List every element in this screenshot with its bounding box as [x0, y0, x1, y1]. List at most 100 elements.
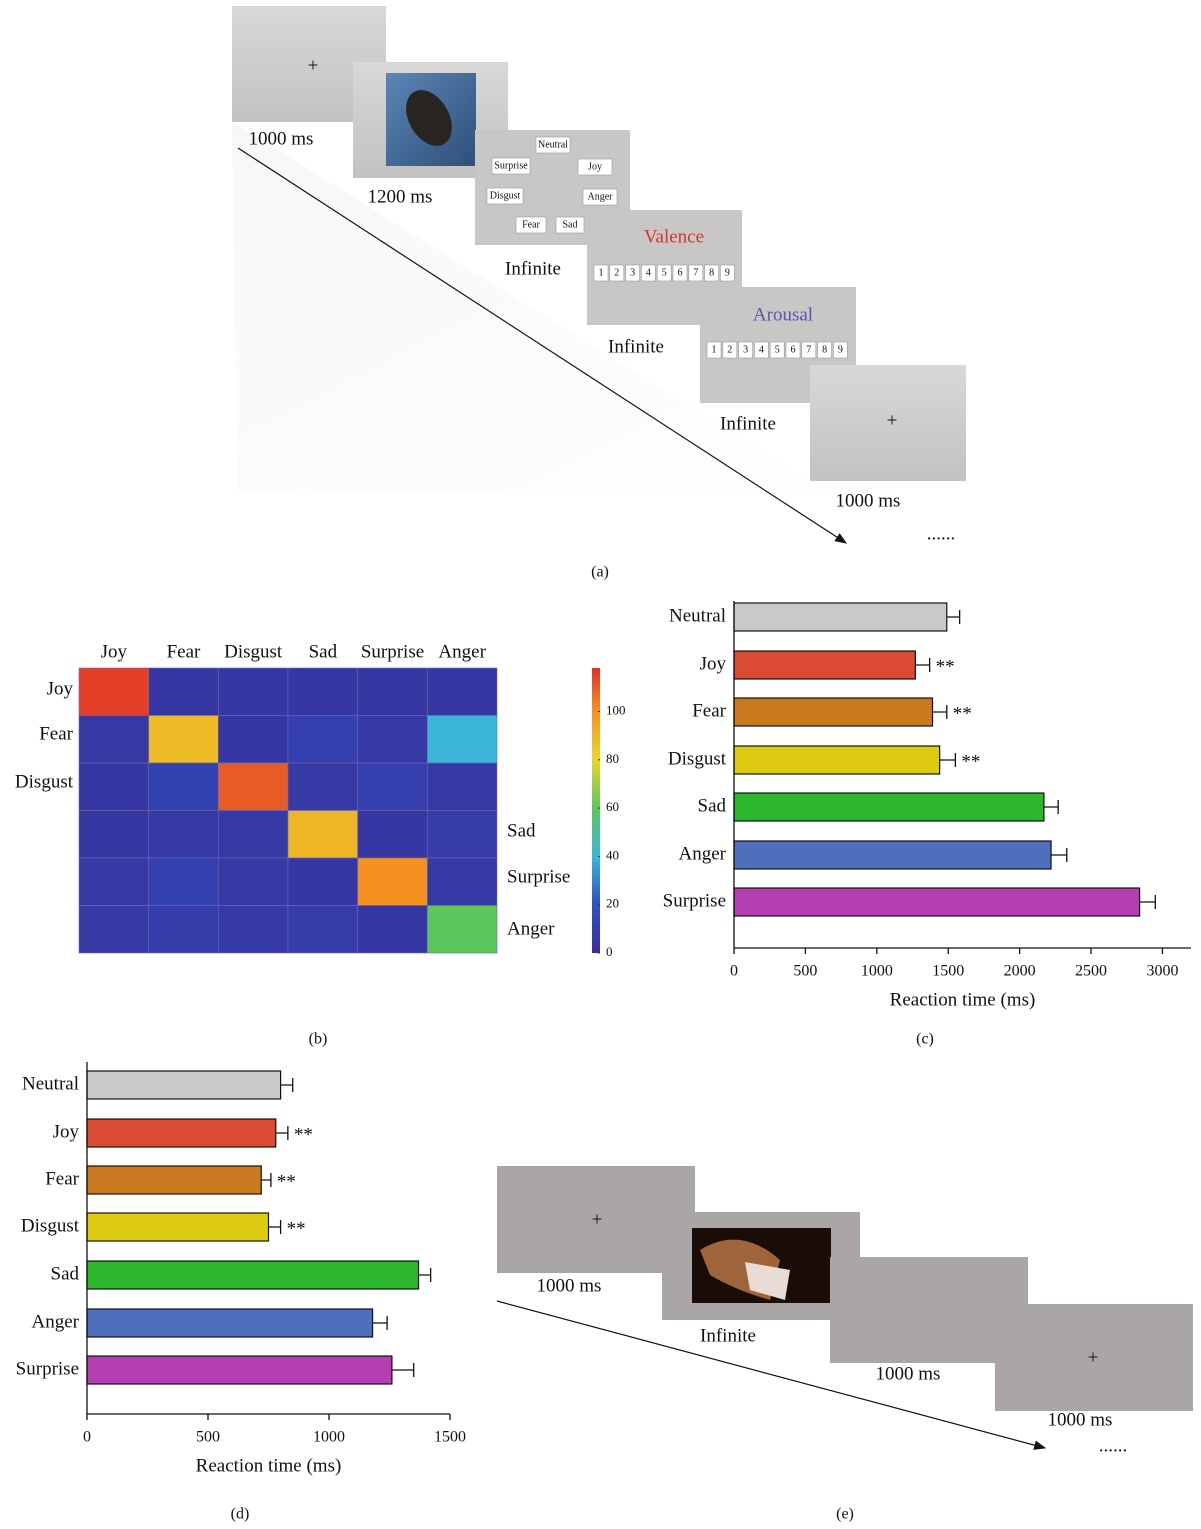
- error-bar: [268, 1220, 282, 1234]
- duration: 1000 ms: [1048, 1409, 1113, 1430]
- heat-cell: [218, 667, 289, 716]
- heat-cell: [287, 762, 358, 811]
- scale-number: 8: [822, 344, 827, 355]
- scale-number: 1: [712, 344, 717, 355]
- scale-box: [801, 341, 817, 359]
- heat-cell: [357, 810, 428, 859]
- error-bar: [1051, 848, 1068, 862]
- significance: **: [287, 1218, 306, 1239]
- row-label: Anger: [507, 918, 555, 939]
- option-label: Joy: [588, 161, 602, 172]
- scale-box: [738, 341, 753, 359]
- heat-cell: [427, 810, 498, 859]
- row-label: Sad: [507, 820, 536, 841]
- heat-cell: [148, 762, 219, 811]
- x-tick-label: 1500: [434, 1429, 466, 1446]
- caption: (e): [836, 1506, 854, 1523]
- scale-number: 6: [791, 344, 796, 355]
- x-tick-label: 0: [730, 963, 738, 980]
- colorbar-tick-label: 60: [606, 799, 619, 814]
- heat-cell: [78, 905, 149, 954]
- error-bar: [275, 1126, 289, 1140]
- category-label: Surprise: [16, 1358, 79, 1379]
- x-axis-label: Reaction time (ms): [890, 989, 1036, 1010]
- duration: 1000 ms: [836, 490, 901, 511]
- category-label: Neutral: [669, 605, 726, 626]
- scale-box: [625, 264, 640, 282]
- colorbar-tick-label: 100: [606, 702, 626, 717]
- error-bar: [1043, 800, 1059, 814]
- x-tick-label: 2000: [1004, 963, 1036, 980]
- option-box: [577, 158, 613, 176]
- scale-box: [672, 264, 688, 282]
- heat-cell: [427, 667, 498, 716]
- error-bar: [932, 705, 948, 719]
- heat-cell: [218, 715, 289, 764]
- bar: [733, 745, 941, 775]
- error-bar: [261, 1173, 272, 1187]
- heat-cell: [218, 762, 289, 811]
- category-label: Fear: [45, 1168, 79, 1189]
- duration: 1000 ms: [249, 128, 314, 149]
- row-label: Disgust: [15, 771, 74, 792]
- scale-number: 5: [775, 344, 780, 355]
- scale-box: [754, 341, 769, 359]
- bar: [733, 792, 1045, 822]
- scale-number: 9: [725, 267, 730, 278]
- scale-number: 4: [759, 344, 764, 355]
- scale-box: [704, 264, 719, 282]
- x-tick-label: 1500: [932, 963, 964, 980]
- duration: Infinite: [505, 258, 561, 279]
- category-label: Joy: [53, 1121, 80, 1142]
- scale-box: [593, 264, 609, 282]
- heat-cell: [287, 857, 358, 906]
- scale-box: [769, 341, 785, 359]
- duration: Infinite: [700, 1325, 756, 1346]
- ellipsis: ......: [927, 523, 956, 544]
- option-label: Disgust: [490, 190, 521, 201]
- scale-number: 7: [806, 344, 811, 355]
- heat-cell: [287, 905, 358, 954]
- valence: Valence: [644, 226, 704, 247]
- category-label: Neutral: [22, 1073, 79, 1094]
- panel-e: + 1000 ms Infinite 1000 ms + 1000 ms ...…: [496, 1166, 1193, 1523]
- option-box: [486, 187, 524, 205]
- heat-cell: [287, 715, 358, 764]
- option-box: [535, 136, 571, 154]
- column-label: Surprise: [361, 641, 424, 662]
- option-label: Neutral: [538, 139, 568, 150]
- bar: [733, 697, 934, 727]
- option-box: [491, 157, 531, 175]
- heat-cell: [148, 857, 219, 906]
- x-tick-label: 3000: [1146, 963, 1178, 980]
- bar: [86, 1308, 374, 1338]
- scale-box: [609, 264, 625, 282]
- heat-cell: [218, 810, 289, 859]
- error-bar: [391, 1363, 415, 1377]
- option-label: Surprise: [494, 160, 528, 171]
- significance: **: [953, 703, 972, 724]
- row-label: Surprise: [507, 866, 570, 887]
- x-tick-label: 0: [83, 1429, 91, 1446]
- column-label: Joy: [101, 641, 128, 662]
- bar: [86, 1118, 277, 1148]
- heat-cell: [78, 715, 149, 764]
- error-bar: [915, 658, 931, 672]
- fixation: +: [887, 410, 898, 431]
- significance: **: [961, 751, 980, 772]
- row-label: Fear: [39, 723, 73, 744]
- snake-mouth: [745, 1262, 790, 1300]
- x-tick-label: 500: [793, 963, 817, 980]
- bar: [733, 887, 1141, 917]
- colorbar: [592, 668, 600, 953]
- option-label: Fear: [522, 219, 540, 230]
- ellipsis: ......: [1099, 1435, 1128, 1456]
- heat-cell: [427, 857, 498, 906]
- scale-box: [785, 341, 801, 359]
- heat-cell: [357, 857, 428, 906]
- bar: [733, 602, 948, 632]
- option-label: Sad: [563, 219, 578, 230]
- significance: **: [294, 1124, 313, 1145]
- scale-number: 6: [678, 267, 683, 278]
- error-bar: [280, 1078, 294, 1092]
